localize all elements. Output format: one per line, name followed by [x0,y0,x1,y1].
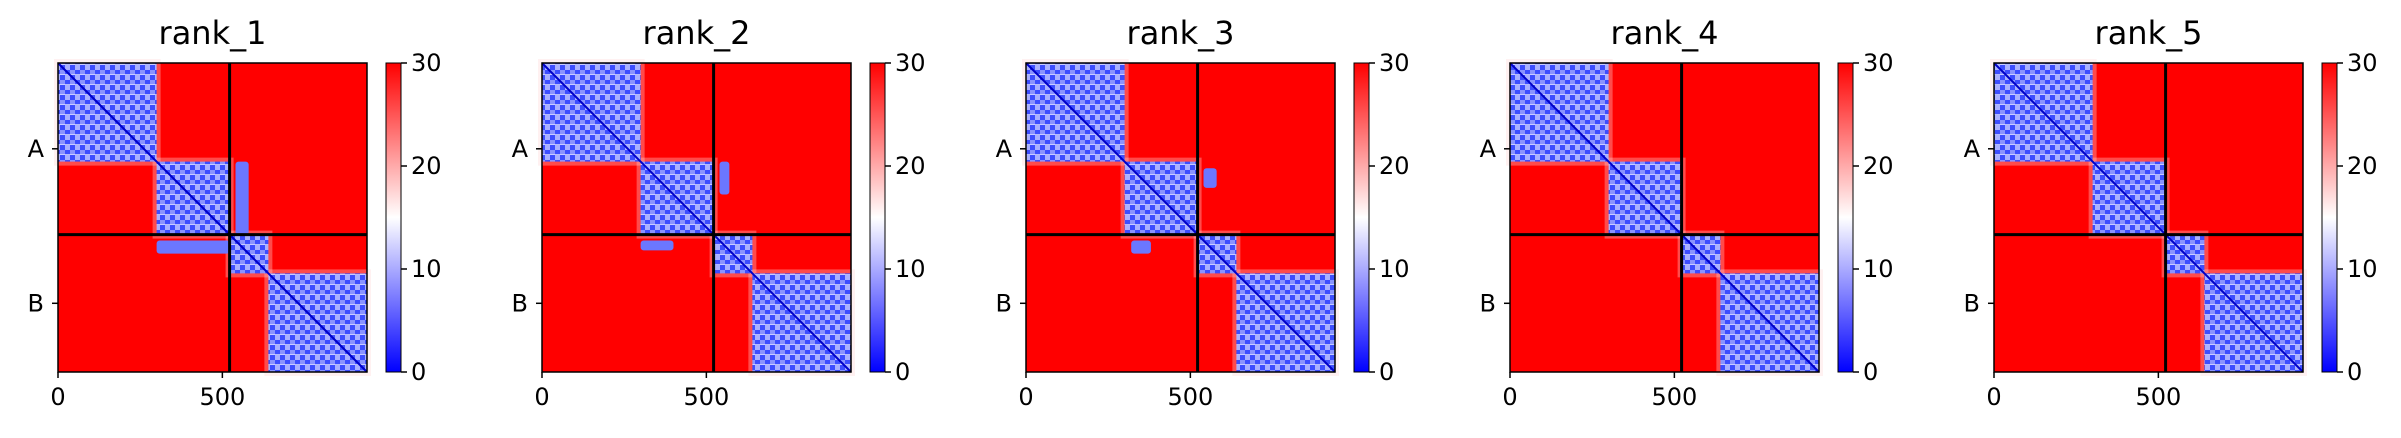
pae-panel-4: rank_4 A B 0 500 0 10 20 30 [1480,14,1894,411]
colorbar-tick-label: 0 [895,358,910,386]
colorbar-tick-label: 0 [1379,358,1394,386]
xtick-label: 0 [1986,383,2001,411]
colorbar-tick-label: 30 [1863,49,1894,77]
pae-diagonal [57,62,368,373]
pae-panel-1: rank_1 A B 0 500 0 10 20 30 [28,14,442,411]
chain-label-B: B [512,289,528,317]
interchain-contact [1203,168,1217,188]
chain-label-A: A [1480,135,1497,163]
xtick-label: 0 [534,383,549,411]
pae-heatmap-frame [57,62,368,373]
chain-label-B: B [996,289,1012,317]
colorbar-frame [385,62,402,373]
pae-heatmap-frame [1509,62,1820,373]
pae-diagonal [1509,62,1820,373]
chain-label-A: A [996,135,1013,163]
colorbar-tick-label: 20 [2347,152,2378,180]
xtick-label: 500 [683,383,729,411]
colorbar-tick-label: 0 [2347,358,2362,386]
pae-panel-2: rank_2 A B 0 500 0 10 20 30 [512,14,926,411]
colorbar-tick-label: 20 [1379,152,1410,180]
colorbar-frame [2321,62,2338,373]
pae-heatmap-frame [1025,62,1336,373]
colorbar-tick-label: 20 [411,152,442,180]
colorbar [1838,63,1853,372]
panel-title: rank_4 [1611,14,1719,52]
interchain-contact [235,161,249,235]
colorbar-tick-label: 30 [1379,49,1410,77]
xtick-label: 500 [1651,383,1697,411]
chain-label-B: B [1964,289,1980,317]
interchain-contact-mirror [156,240,230,254]
xtick-label: 500 [1167,383,1213,411]
colorbar-tick-label: 0 [1863,358,1878,386]
colorbar [2322,63,2337,372]
colorbar [1354,63,1369,372]
colorbar-tick-label: 20 [895,152,926,180]
xtick-label: 500 [2135,383,2181,411]
colorbar-tick-label: 10 [2347,255,2378,283]
panel-title: rank_1 [159,14,267,52]
colorbar-frame [869,62,886,373]
colorbar-tick-label: 10 [1379,255,1410,283]
panel-title: rank_3 [1127,14,1235,52]
chain-label-A: A [1964,135,1981,163]
pae-panel-5: rank_5 A B 0 500 0 10 20 30 [1964,14,2378,411]
colorbar-tick-label: 20 [1863,152,1894,180]
colorbar-tick-label: 30 [411,49,442,77]
pae-heatmap-frame [541,62,852,373]
xtick-label: 0 [50,383,65,411]
interchain-contact [719,161,730,195]
chain-label-A: A [28,135,45,163]
colorbar [386,63,401,372]
xtick-label: 0 [1502,383,1517,411]
pae-diagonal [1025,62,1336,373]
pae-diagonal [541,62,852,373]
chain-label-B: B [28,289,44,317]
chain-label-B: B [1480,289,1496,317]
pae-heatmap-frame [1993,62,2304,373]
interchain-contact-mirror [1131,240,1151,254]
colorbar-tick-label: 30 [895,49,926,77]
interchain-contact-mirror [640,240,674,251]
colorbar-frame [1837,62,1854,373]
xtick-label: 0 [1018,383,1033,411]
colorbar-tick-label: 0 [411,358,426,386]
pae-diagonal [1993,62,2304,373]
panel-title: rank_2 [643,14,751,52]
colorbar-tick-label: 10 [895,255,926,283]
colorbar-tick-label: 10 [411,255,442,283]
chain-label-A: A [512,135,529,163]
colorbar [870,63,885,372]
colorbar-tick-label: 10 [1863,255,1894,283]
xtick-label: 500 [199,383,245,411]
panel-title: rank_5 [2095,14,2203,52]
colorbar-tick-label: 30 [2347,49,2378,77]
pae-panel-3: rank_3 A B 0 500 0 10 20 30 [996,14,1410,411]
colorbar-frame [1353,62,1370,373]
